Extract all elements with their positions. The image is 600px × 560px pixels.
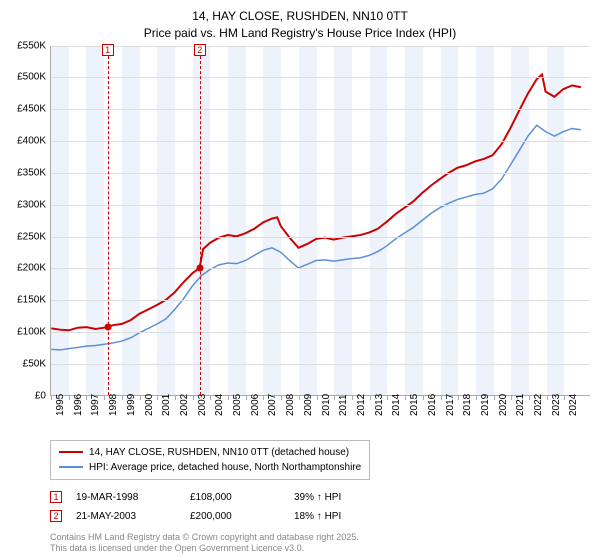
legend-label-hpi: HPI: Average price, detached house, Nort… xyxy=(89,460,361,475)
sales-table: 1 19-MAR-1998 £108,000 39% ↑ HPI 2 21-MA… xyxy=(50,488,590,526)
y-axis-label: £350K xyxy=(17,167,46,178)
x-axis-label: 1999 xyxy=(126,393,137,415)
y-axis-label: £550K xyxy=(17,40,46,51)
x-axis-label: 2014 xyxy=(391,393,402,415)
y-axis-label: £500K xyxy=(17,72,46,83)
sale-diff: 39% ↑ HPI xyxy=(294,488,341,507)
x-axis-label: 2006 xyxy=(250,393,261,415)
y-axis-label: £100K xyxy=(17,326,46,337)
sales-row: 2 21-MAY-2003 £200,000 18% ↑ HPI xyxy=(50,507,590,526)
sale-diff: 18% ↑ HPI xyxy=(294,507,341,526)
x-axis-label: 2016 xyxy=(427,393,438,415)
x-axis-label: 2004 xyxy=(214,393,225,415)
x-axis-label: 2013 xyxy=(374,393,385,415)
title-line-1: 14, HAY CLOSE, RUSHDEN, NN10 0TT xyxy=(10,8,590,25)
sale-price: £108,000 xyxy=(190,488,280,507)
x-axis-label: 2019 xyxy=(480,393,491,415)
chart-sale-marker-2: 2 xyxy=(194,44,206,56)
x-axis-label: 2003 xyxy=(197,393,208,415)
attribution-line-1: Contains HM Land Registry data © Crown c… xyxy=(50,532,590,544)
attribution-line-2: This data is licensed under the Open Gov… xyxy=(50,543,590,555)
x-axis-label: 2020 xyxy=(498,393,509,415)
y-axis-label: £0 xyxy=(35,390,46,401)
title-line-2: Price paid vs. HM Land Registry's House … xyxy=(10,25,590,42)
x-axis-label: 2007 xyxy=(267,393,278,415)
sale-price: £200,000 xyxy=(190,507,280,526)
price-chart: £0£50K£100K£150K£200K£250K£300K£350K£400… xyxy=(50,46,590,396)
x-axis-label: 2012 xyxy=(356,393,367,415)
x-axis-label: 2018 xyxy=(462,393,473,415)
legend-item-hpi: HPI: Average price, detached house, Nort… xyxy=(59,460,361,475)
x-axis-label: 2023 xyxy=(551,393,562,415)
sale-date: 21-MAY-2003 xyxy=(76,507,176,526)
x-axis-label: 2001 xyxy=(161,393,172,415)
series-line-property xyxy=(51,74,581,330)
x-axis-label: 2015 xyxy=(409,393,420,415)
x-axis-label: 2021 xyxy=(515,393,526,415)
y-axis-label: £50K xyxy=(23,358,46,369)
chart-title: 14, HAY CLOSE, RUSHDEN, NN10 0TT Price p… xyxy=(10,8,590,42)
legend-item-property: 14, HAY CLOSE, RUSHDEN, NN10 0TT (detach… xyxy=(59,445,361,460)
sale-marker-2: 2 xyxy=(50,510,62,522)
chart-sale-marker-1: 1 xyxy=(102,44,114,56)
x-axis-label: 2010 xyxy=(321,393,332,415)
y-axis-label: £250K xyxy=(17,231,46,242)
y-axis-label: £200K xyxy=(17,263,46,274)
y-axis-label: £150K xyxy=(17,295,46,306)
legend-label-property: 14, HAY CLOSE, RUSHDEN, NN10 0TT (detach… xyxy=(89,445,349,460)
sale-dot-2 xyxy=(196,265,203,272)
y-axis-label: £300K xyxy=(17,199,46,210)
chart-series-svg xyxy=(51,46,590,395)
x-axis-label: 1996 xyxy=(73,393,84,415)
sale-date: 19-MAR-1998 xyxy=(76,488,176,507)
x-axis-label: 2011 xyxy=(338,394,349,416)
y-axis-label: £450K xyxy=(17,104,46,115)
x-axis-label: 2017 xyxy=(445,393,456,415)
attribution: Contains HM Land Registry data © Crown c… xyxy=(50,532,590,555)
legend-swatch-property xyxy=(59,451,83,453)
x-axis-label: 2022 xyxy=(533,393,544,415)
x-axis-label: 2008 xyxy=(285,393,296,415)
sale-dot-1 xyxy=(104,323,111,330)
x-axis-label: 1997 xyxy=(90,393,101,415)
sales-row: 1 19-MAR-1998 £108,000 39% ↑ HPI xyxy=(50,488,590,507)
x-axis-label: 2002 xyxy=(179,393,190,415)
x-axis-label: 2009 xyxy=(303,393,314,415)
sale-marker-1: 1 xyxy=(50,491,62,503)
y-axis-label: £400K xyxy=(17,136,46,147)
x-axis-label: 2000 xyxy=(144,393,155,415)
chart-legend: 14, HAY CLOSE, RUSHDEN, NN10 0TT (detach… xyxy=(50,440,370,480)
x-axis-label: 1998 xyxy=(108,393,119,415)
x-axis-label: 1995 xyxy=(55,393,66,415)
x-axis-label: 2005 xyxy=(232,393,243,415)
x-axis-label: 2024 xyxy=(568,393,579,415)
legend-swatch-hpi xyxy=(59,466,83,468)
